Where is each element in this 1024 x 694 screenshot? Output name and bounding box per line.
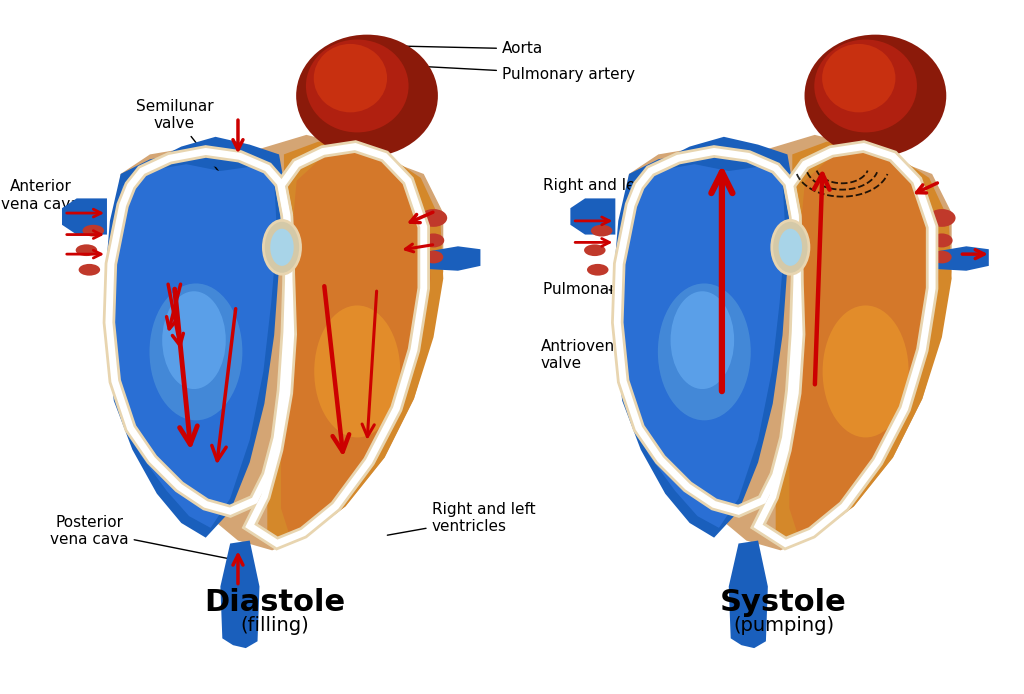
Polygon shape — [152, 137, 284, 182]
Text: Pulmonary artery: Pulmonary artery — [387, 65, 635, 82]
Ellipse shape — [819, 311, 907, 448]
Polygon shape — [617, 135, 951, 550]
Ellipse shape — [591, 225, 612, 237]
Ellipse shape — [671, 291, 734, 389]
Ellipse shape — [162, 291, 225, 389]
Ellipse shape — [76, 244, 97, 256]
Polygon shape — [729, 541, 768, 648]
Polygon shape — [281, 151, 430, 533]
Text: (pumping): (pumping) — [733, 616, 835, 635]
Polygon shape — [790, 151, 939, 533]
Polygon shape — [932, 246, 989, 271]
Text: Right and left
ventricles: Right and left ventricles — [387, 502, 536, 535]
Ellipse shape — [311, 311, 399, 448]
Ellipse shape — [263, 221, 300, 274]
Ellipse shape — [587, 264, 608, 276]
Ellipse shape — [931, 233, 952, 248]
Text: Diastole: Diastole — [205, 588, 346, 617]
Text: Pulmonary veins: Pulmonary veins — [543, 282, 670, 298]
Ellipse shape — [584, 244, 605, 256]
Polygon shape — [775, 142, 951, 545]
Ellipse shape — [150, 283, 243, 421]
Ellipse shape — [778, 229, 802, 266]
Ellipse shape — [83, 225, 104, 237]
Text: Anterior
vena cava: Anterior vena cava — [1, 179, 80, 215]
Ellipse shape — [822, 44, 895, 112]
Ellipse shape — [928, 209, 955, 227]
Polygon shape — [660, 137, 793, 182]
Ellipse shape — [822, 305, 908, 437]
Ellipse shape — [772, 221, 809, 274]
Text: Aorta: Aorta — [350, 42, 543, 56]
Ellipse shape — [313, 44, 387, 112]
Polygon shape — [424, 246, 480, 271]
Ellipse shape — [932, 251, 951, 264]
Ellipse shape — [314, 305, 400, 437]
Ellipse shape — [657, 283, 751, 421]
Ellipse shape — [79, 264, 100, 276]
Polygon shape — [615, 164, 785, 528]
Polygon shape — [267, 142, 443, 545]
Polygon shape — [62, 198, 106, 235]
Ellipse shape — [270, 229, 294, 266]
Ellipse shape — [296, 35, 438, 157]
Ellipse shape — [814, 40, 916, 133]
Polygon shape — [220, 541, 259, 648]
Ellipse shape — [420, 209, 447, 227]
Polygon shape — [106, 164, 278, 528]
Text: (filling): (filling) — [241, 616, 309, 635]
Ellipse shape — [424, 251, 443, 264]
Polygon shape — [613, 153, 793, 538]
Polygon shape — [105, 153, 284, 538]
Polygon shape — [570, 198, 615, 235]
Text: Antrioventicular
valve: Antrioventicular valve — [541, 339, 705, 371]
Ellipse shape — [423, 233, 444, 248]
Ellipse shape — [805, 35, 946, 157]
Ellipse shape — [306, 40, 409, 133]
Text: Systole: Systole — [720, 588, 847, 617]
Polygon shape — [109, 135, 443, 550]
Text: Semilunar
valve: Semilunar valve — [135, 99, 263, 228]
Text: Right and left Atrium: Right and left Atrium — [543, 178, 724, 194]
Text: Posterior
vena cava: Posterior vena cava — [50, 514, 233, 559]
